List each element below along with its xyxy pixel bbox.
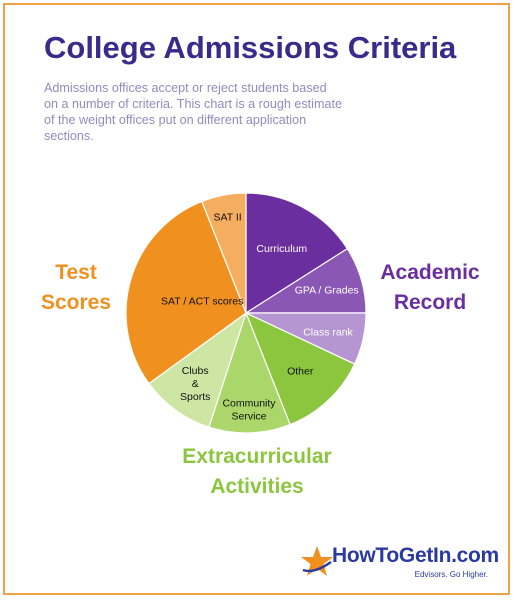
pie-slice-sat-ii: [201, 192, 247, 314]
brand-tagline: Edvisors. Go Higher.: [414, 570, 488, 579]
pie-label-curriculum: Curriculum: [256, 243, 307, 255]
group-label-extracurricular-activities: Extracurricular Activities: [182, 445, 332, 498]
group-label-test-scores: Test Scores: [40, 261, 112, 314]
pie-label-sat-act-scores: SAT / ACT scores: [161, 295, 243, 307]
brand-logo[interactable]: HowToGetIn.com Edvisors. Go Higher.: [298, 544, 499, 584]
group-label-academic-record: Academic Record: [380, 261, 480, 314]
brand-name: HowToGetIn.com: [332, 544, 499, 567]
pie-slice-clubs-sports: [148, 311, 248, 428]
pie-label-gpa-grades: GPA / Grades: [295, 285, 359, 297]
chart-subtitle: Admissions offices accept or reject stud…: [44, 81, 342, 143]
border-frame: [3, 3, 510, 595]
chart-title: College Admissions Criteria: [44, 30, 457, 65]
star-icon: [301, 546, 333, 576]
pie-slice-sat-act-scores: [125, 200, 247, 385]
pie-slice-other: [244, 311, 356, 426]
pie-label-class-rank: Class rank: [303, 326, 353, 338]
pie-slice-curriculum: [245, 192, 349, 315]
pie-label-other: Other: [287, 366, 314, 378]
pie-label-clubs-sports: Clubs & Sports: [180, 365, 210, 403]
pie-label-community-service: Community Service: [222, 398, 276, 423]
pie-label-sat-ii: SAT II: [213, 211, 241, 223]
pie-slice-community-service: [208, 311, 291, 434]
